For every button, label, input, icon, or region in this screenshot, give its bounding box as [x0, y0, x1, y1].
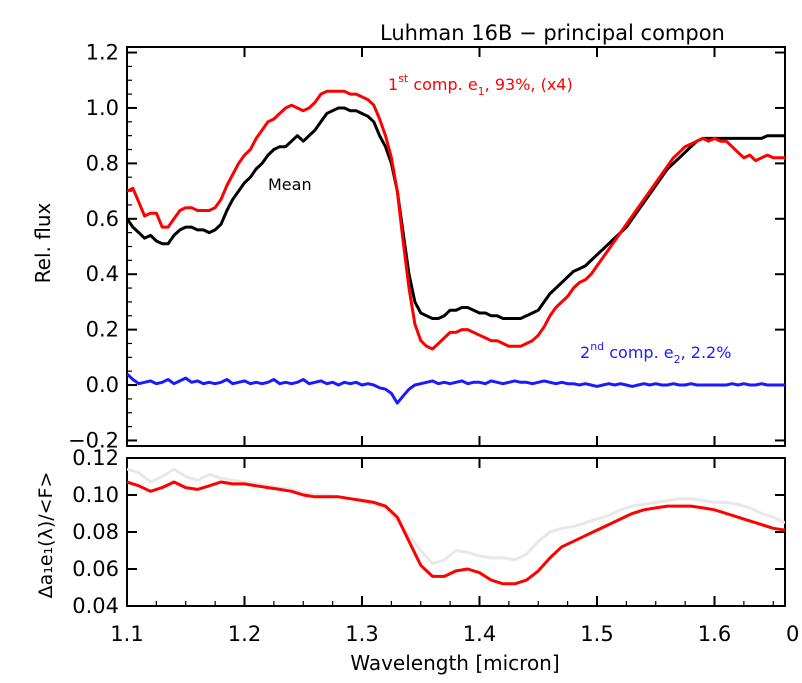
- x-tick-label-clipped: 0: [786, 622, 799, 646]
- top-y-tick-label: 0.0: [86, 373, 119, 397]
- bottom-series-line-0: [127, 467, 785, 565]
- x-axis-title: Wavelength [micron]: [350, 651, 559, 675]
- top-y-axis: −0.2 0.0 0.2 0.4 0.6 0.8 1.0 1.2: [68, 41, 785, 452]
- comp2-post: , 2.2%: [681, 343, 732, 362]
- chart-title: Luhman 16B − principal compon: [380, 21, 725, 45]
- comp1-mid: comp. e: [408, 75, 477, 94]
- x-tick-label: 1.3: [345, 622, 378, 646]
- comp2-sup: nd: [590, 340, 604, 353]
- bottom-y-tick-label: 0.12: [72, 446, 119, 470]
- top-series-line-0: [127, 106, 785, 320]
- bottom-y-tick-label: 0.10: [72, 483, 119, 507]
- mean-label: Mean: [268, 175, 312, 194]
- comp1-post: , 93%, (x4): [485, 75, 573, 94]
- top-y-axis-title: Rel. flux: [31, 202, 55, 283]
- comp2-label: 2nd comp. e2, 2.2%: [580, 340, 731, 366]
- comp2-pre: 2: [580, 343, 590, 362]
- bottom-axes: 0.04 0.06 0.08 0.10 0.12 1.1 1.2 1.3 1.4 1.5 1.6 0: [72, 446, 799, 646]
- bottom-y-axis-title: Δa₁e₁(λ)/<F>: [35, 472, 57, 599]
- top-y-tick-label: 0.8: [86, 151, 119, 175]
- bottom-y-tick-label: 0.06: [72, 557, 119, 581]
- comp1-pre: 1: [388, 75, 398, 94]
- comp2-sub: 2: [674, 353, 681, 366]
- bottom-plot-series: [127, 467, 785, 586]
- comp2-mid: comp. e: [604, 343, 673, 362]
- bottom-y-tick-label: 0.08: [72, 520, 119, 544]
- top-series-line-2: [127, 372, 785, 405]
- top-plot-series: [127, 89, 785, 405]
- top-y-tick-label: 0.4: [86, 262, 119, 286]
- bottom-y-tick-label: 0.04: [72, 594, 119, 618]
- bottom-series-line-1: [127, 480, 785, 586]
- x-tick-label: 1.5: [580, 622, 613, 646]
- top-y-tick-label: 0.6: [86, 207, 119, 231]
- x-tick-label: 1.4: [463, 622, 496, 646]
- comp1-sub: 1: [478, 85, 485, 98]
- top-y-tick-label: −0.2: [68, 428, 119, 452]
- comp1-label: 1st comp. e1, 93%, (x4): [388, 72, 573, 98]
- top-y-tick-label: 1.0: [86, 96, 119, 120]
- top-y-tick-label: 1.2: [86, 41, 119, 65]
- x-tick-label: 1.1: [110, 622, 143, 646]
- x-tick-label: 1.2: [228, 622, 261, 646]
- x-tick-label: 1.6: [698, 622, 731, 646]
- top-y-tick-label: 0.2: [86, 318, 119, 342]
- comp1-sup: st: [398, 72, 409, 85]
- top-series-line-1: [127, 89, 785, 351]
